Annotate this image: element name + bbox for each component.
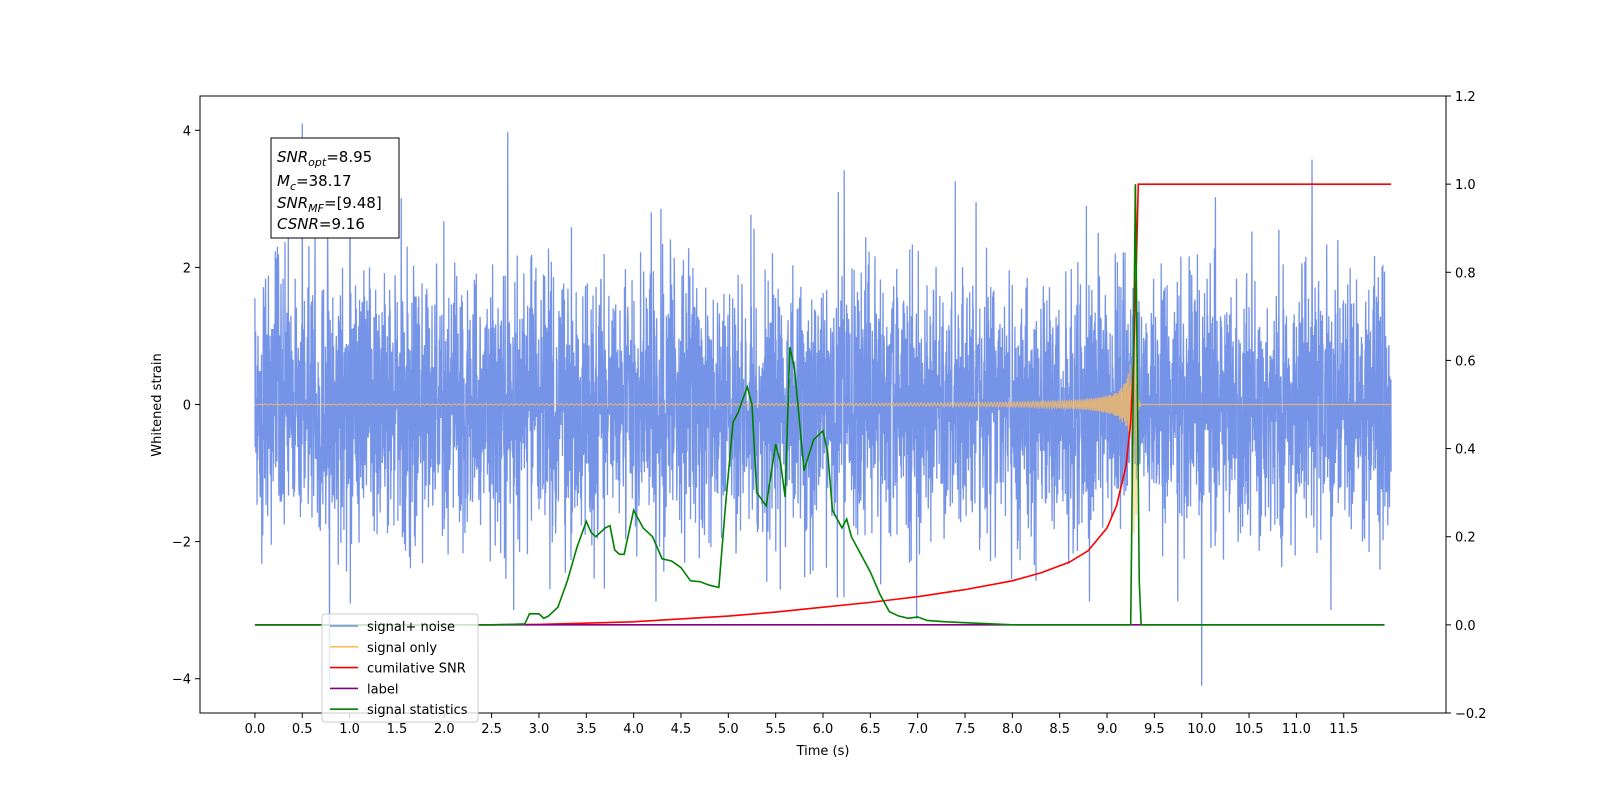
y-axis-left-ticks: −4 −2 0 2 4 [172,124,200,688]
stat-snr-mf-subscript: MF [308,202,324,215]
stat-snr-opt: SNRopt=8.95 [277,148,372,169]
x-tick-label: 8.0 [1002,722,1023,737]
series-signal-only-line [254,185,1392,534]
x-tick-label: 3.0 [529,722,550,737]
legend-label-cumilative-snr: cumilative SNR [367,662,466,677]
legend-label-signal-only: signal only [367,641,437,656]
x-axis-label: Time (s) [796,744,850,759]
y-axis-right-ticks: −0.2 0.0 0.2 0.4 0.6 0.8 1.0 1.2 [1446,90,1487,722]
y-right-tick-label: 0.8 [1455,266,1476,281]
y-left-tick-label: 0 [183,399,191,414]
x-tick-label: 0.0 [245,722,266,737]
series-signal-statistics-line [254,184,1385,626]
x-tick-label: 2.0 [434,722,455,737]
stats-box-frame [270,137,400,239]
series-signal-noise [254,123,1392,686]
stat-snr-mf-value: =[9.48] [324,194,382,212]
y-right-tick-label: 0.6 [1455,354,1476,369]
y-left-tick-label: −4 [172,673,191,688]
y-right-tick-label: 0.2 [1455,531,1476,546]
y-right-tick-label: −0.2 [1455,707,1487,722]
stat-mc-subscript: c [290,180,296,193]
stat-mc-symbol: M [277,172,290,190]
stat-csnr: CSNR=9.16 [277,215,365,233]
x-tick-label: 6.0 [813,722,834,737]
legend-frame [321,613,479,723]
x-axis-ticks: 0.0 0.5 1.0 1.5 2.0 2.5 3.0 3.5 4.0 4.5 5.0 5.5 6.0 6… [245,713,1358,737]
plot-area [254,123,1392,686]
legend: signal+ noise signal only cumilative SNR la… [321,613,479,723]
stat-csnr-value: =9.16 [319,215,365,233]
x-tick-label: 10.0 [1187,722,1216,737]
y-axis-left-label: Whitened strain [150,353,165,456]
x-tick-label: 11.5 [1329,722,1358,737]
legend-label-signal-noise: signal+ noise [367,620,455,635]
stat-mc-value: =38.17 [296,172,352,190]
x-tick-label: 5.5 [765,722,786,737]
stat-snr-mf-symbol: SNR [277,194,308,212]
stat-snr-opt-value: =8.95 [326,148,372,166]
x-tick-label: 6.5 [860,722,881,737]
x-tick-label: 7.0 [907,722,928,737]
stat-mc: Mc=38.17 [277,172,352,193]
y-left-tick-label: 2 [183,261,191,276]
x-tick-label: 2.5 [481,722,502,737]
x-tick-label: 1.0 [339,722,360,737]
legend-label-signal-statistics: signal statistics [367,703,468,718]
x-tick-label: 11.0 [1282,722,1311,737]
series-signal-only [254,185,1392,534]
y-right-tick-label: 1.0 [1455,178,1476,193]
x-tick-label: 7.5 [955,722,976,737]
y-right-tick-label: 0.0 [1455,619,1476,634]
legend-items: signal+ noise signal only cumilative SNR la… [330,620,468,718]
series-signal-noise-line [254,123,1392,686]
y-right-tick-label: 0.4 [1455,443,1476,458]
stats-annotation-box: SNRopt=8.95 Mc=38.17 SNRMF=[9.48] CSNR=9… [270,137,400,239]
x-tick-label: 9.5 [1144,722,1165,737]
stat-snr-opt-subscript: opt [308,156,327,169]
right-axis-series [254,183,1392,626]
x-tick-label: 0.5 [292,722,313,737]
x-tick-label: 4.0 [623,722,644,737]
y-left-tick-label: −2 [172,536,191,551]
x-tick-label: 9.0 [1097,722,1118,737]
stat-snr-opt-symbol: SNR [277,148,308,166]
x-tick-label: 4.5 [671,722,692,737]
stat-snr-mf: SNRMF=[9.48] [277,194,382,215]
x-tick-label: 5.0 [718,722,739,737]
x-tick-label: 1.5 [387,722,408,737]
stat-csnr-symbol: CSNR [277,215,319,233]
x-tick-label: 3.5 [576,722,597,737]
legend-label-label: label [367,682,398,697]
x-tick-label: 8.5 [1049,722,1070,737]
y-right-tick-label: 1.2 [1455,90,1476,105]
x-tick-label: 10.5 [1235,722,1264,737]
y-left-tick-label: 4 [183,124,191,139]
